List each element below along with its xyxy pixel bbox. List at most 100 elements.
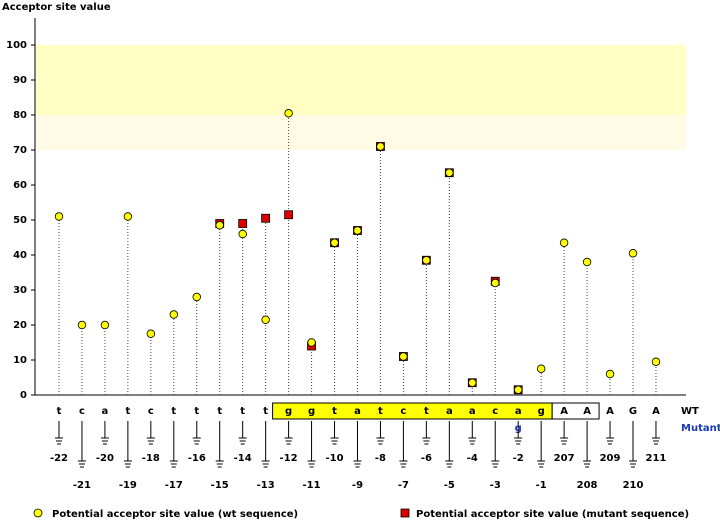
sequence-letter: t xyxy=(240,406,245,417)
position-label: -3 xyxy=(490,480,501,491)
sequence-letter: t xyxy=(424,406,429,417)
y-tick-label: 80 xyxy=(13,110,27,121)
y-axis-label: Acceptor site value xyxy=(2,2,111,13)
wt-marker xyxy=(146,329,156,338)
mutant-marker xyxy=(238,219,248,228)
wt-marker xyxy=(169,310,178,319)
intron-box xyxy=(551,402,600,420)
sequence-letter: A xyxy=(560,406,568,417)
mutant-label: Mutant xyxy=(681,423,720,434)
sequence-letter: c xyxy=(79,406,85,417)
legend-marker xyxy=(400,508,410,518)
wt-marker xyxy=(284,109,293,118)
wt-marker xyxy=(215,221,224,230)
position-label: -17 xyxy=(165,480,183,491)
sequence-letter: t xyxy=(171,406,176,417)
position-label: -16 xyxy=(188,453,206,464)
wt-marker xyxy=(536,364,546,373)
mutant-marker xyxy=(261,213,271,223)
position-label: 209 xyxy=(600,453,621,464)
sequence-letter: t xyxy=(57,406,62,417)
sequence-letter: c xyxy=(400,406,406,417)
position-label: 208 xyxy=(577,480,598,491)
wt-marker xyxy=(376,142,385,151)
wt-marker xyxy=(605,369,615,379)
mutant-marker xyxy=(284,210,294,220)
wt-marker xyxy=(651,357,661,366)
y-tick-label: 10 xyxy=(13,355,27,366)
wt-marker xyxy=(468,378,477,387)
wt-label: WT xyxy=(681,406,699,417)
position-label: -10 xyxy=(325,453,343,464)
wt-marker xyxy=(559,238,569,247)
wt-marker xyxy=(192,292,201,302)
wt-marker xyxy=(123,212,133,221)
position-label: -12 xyxy=(280,453,298,464)
position-label: -6 xyxy=(421,453,432,464)
band xyxy=(36,115,686,150)
wt-marker xyxy=(307,338,316,347)
position-label: -1 xyxy=(536,480,547,491)
position-label: -22 xyxy=(50,453,68,464)
position-label: -7 xyxy=(398,480,409,491)
sequence-letter: a xyxy=(446,406,453,417)
position-label: -5 xyxy=(444,480,455,491)
wt-marker xyxy=(422,256,431,265)
sequence-letter: c xyxy=(148,406,154,417)
position-label: -13 xyxy=(257,480,275,491)
position-label: -8 xyxy=(375,453,386,464)
y-tick-label: 50 xyxy=(13,215,27,226)
sequence-letter: A xyxy=(652,406,660,417)
wt-marker xyxy=(100,320,110,330)
sequence-letter: g xyxy=(285,406,292,417)
y-tick-label: 60 xyxy=(13,180,27,191)
position-label: -4 xyxy=(467,453,478,464)
sequence-letter: t xyxy=(378,406,383,417)
position-label: -21 xyxy=(73,480,91,491)
wt-marker xyxy=(399,352,408,361)
sequence-letter: g xyxy=(538,406,545,417)
sequence-letter: g xyxy=(308,406,315,417)
wt-marker xyxy=(77,320,87,330)
sequence-letter: t xyxy=(332,406,337,417)
position-label: 211 xyxy=(646,453,667,464)
position-label: 210 xyxy=(623,480,644,491)
legend-marker xyxy=(33,508,43,518)
wt-marker xyxy=(582,257,592,267)
sequence-letter: A xyxy=(583,406,591,417)
sequence-letter: G xyxy=(629,406,637,417)
position-label: -2 xyxy=(513,453,524,464)
sequence-letter: c xyxy=(492,406,498,417)
wt-marker xyxy=(445,168,454,177)
sequence-letter: a xyxy=(102,406,109,417)
wt-marker xyxy=(491,278,500,288)
y-tick-label: 20 xyxy=(13,320,27,331)
y-tick-label: 0 xyxy=(20,390,27,401)
position-label: -15 xyxy=(211,480,229,491)
wt-marker xyxy=(54,212,64,221)
wt-marker xyxy=(353,226,362,235)
sequence-letter: t xyxy=(194,406,199,417)
sequence-letter: t xyxy=(125,406,130,417)
position-label: -14 xyxy=(234,453,252,464)
y-tick-label: 100 xyxy=(6,40,27,51)
position-label: -18 xyxy=(142,453,160,464)
legend-label: Potential acceptor site value (mutant se… xyxy=(416,509,689,520)
position-label: -20 xyxy=(96,453,114,464)
wt-marker xyxy=(238,229,247,239)
wt-marker xyxy=(514,385,523,394)
wt-marker xyxy=(330,238,339,247)
y-tick-label: 90 xyxy=(13,75,27,86)
position-label: -19 xyxy=(119,480,137,491)
y-tick-label: 30 xyxy=(13,285,27,296)
sequence-letter: a xyxy=(469,406,476,417)
wt-marker xyxy=(628,249,638,258)
legend-label: Potential acceptor site value (wt sequen… xyxy=(52,509,298,520)
position-label: -11 xyxy=(303,480,321,491)
position-label: -9 xyxy=(352,480,363,491)
band xyxy=(36,45,686,115)
sequence-letter: t xyxy=(217,406,222,417)
sequence-letter: t xyxy=(263,406,268,417)
position-label: 207 xyxy=(554,453,575,464)
